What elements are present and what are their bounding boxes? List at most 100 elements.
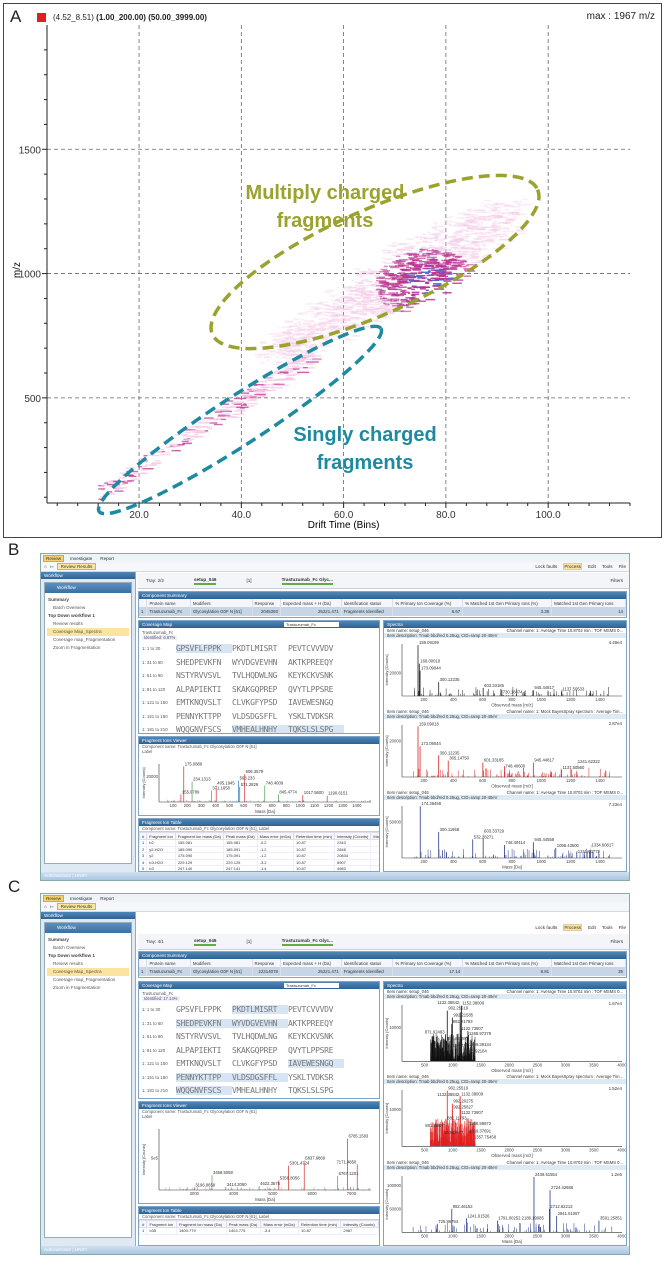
column-header[interactable]: Response <box>252 599 281 607</box>
tray-label[interactable]: Tray: 2/2 <box>146 578 164 583</box>
column-header[interactable]: Peak mass (Da) <box>225 1220 262 1228</box>
review-results-dropdown[interactable]: Review Results <box>56 903 97 910</box>
column-header[interactable]: Protein name <box>146 959 191 967</box>
toolbar-button-edit[interactable]: Edit <box>587 925 596 930</box>
sidebar-item[interactable]: Review results <box>53 961 83 966</box>
sequence-block[interactable]: PEVTCVVVDV <box>288 1005 334 1015</box>
column-header[interactable]: Fragment ion <box>146 1220 177 1228</box>
column-header[interactable]: Protein name <box>146 599 191 607</box>
sequence-block[interactable]: NSTYRVVSVL <box>176 671 222 681</box>
sequence-block[interactable]: QVYTLPPSRE <box>288 1045 334 1055</box>
toolbar-button-lock-faults[interactable]: Lock faults <box>535 564 558 569</box>
sequence-block[interactable]: VLDSDGSFFL <box>232 1072 288 1082</box>
column-header[interactable]: % Primary Ion Coverage (%) <box>392 959 464 967</box>
sequence-block[interactable]: EMTKNQVSLT <box>176 698 222 708</box>
column-header[interactable]: % Matched 1st Gen Primary Ions (%) <box>462 959 553 967</box>
sidebar-item[interactable]: Review results <box>53 621 83 626</box>
sequence-block[interactable]: WQQGNVFSCS <box>176 725 222 734</box>
sequence-block[interactable]: PENNYKTTPP <box>176 1072 232 1082</box>
sequence-block[interactable]: YSKLTVDKSR <box>288 711 334 721</box>
column-header[interactable]: Peak mass (Da) <box>222 832 258 840</box>
column-header[interactable]: Mass error (mDa) <box>260 1220 300 1228</box>
sequence-block[interactable]: YSKLTVDKSR <box>288 1072 334 1082</box>
sidebar-item[interactable]: Summary <box>48 597 69 602</box>
ribbon-tab-report[interactable]: Report <box>100 895 115 901</box>
sequence-block[interactable]: PEVTCVVVDV <box>288 644 334 654</box>
component-item[interactable]: Trastuzumab_Fc Glyc... <box>281 938 333 946</box>
toolbar-button-process[interactable]: Process <box>563 924 582 931</box>
tray-label[interactable]: Tray: 4/1 <box>146 939 164 944</box>
review-results-dropdown[interactable]: Review Results <box>56 563 97 570</box>
sidebar-item[interactable]: Batch Overview <box>53 945 86 950</box>
sequence-block[interactable]: CLVKGFYPSD <box>232 698 278 708</box>
column-header[interactable]: Matched 1st Gen Primary Ions <box>551 959 626 967</box>
sequence-block[interactable]: CLVKGFYPSD <box>232 1059 278 1069</box>
sequence-block[interactable]: QVYTLPPSRE <box>288 684 334 694</box>
toolbar-button-lock-faults[interactable]: Lock faults <box>535 925 558 930</box>
sequence-block[interactable]: IAVEWESNGQ <box>288 698 334 708</box>
setup-item[interactable]: setup_046 <box>193 577 217 585</box>
sequence-block[interactable]: AKTKPREEQY <box>288 657 334 667</box>
sequence-block[interactable]: GPSVFLFPPK <box>176 644 232 654</box>
column-header[interactable]: Modifiers <box>190 599 253 607</box>
sequence-block[interactable]: TQKSLSLSPG <box>288 1086 334 1096</box>
table-row[interactable]: 1 Trastuzumab_Fc Glycosylation G0F N [61] 2… <box>139 607 626 616</box>
back-icon[interactable]: ⇦ <box>49 903 54 909</box>
sequence-block[interactable]: EMTKNQVSLT <box>176 1059 222 1069</box>
column-header[interactable]: Fragment ion <box>146 832 176 840</box>
sidebar-item[interactable]: Coverage map_Fragmentation <box>53 977 116 982</box>
column-header[interactable]: % Matched 1st Gen Primary Ions (%) <box>462 599 553 607</box>
sequence-block[interactable]: PKDTLMISRT <box>232 1005 288 1015</box>
column-header[interactable]: Mass error (mDa) <box>256 832 294 840</box>
column-header[interactable]: Fragment ion mass (Da) <box>174 832 224 840</box>
table-row[interactable]: 1 Trastuzumab_Fc Glycosylation G0F N [61] 2… <box>139 967 626 976</box>
sequence-block[interactable]: IAVEWESNGQ <box>288 1059 344 1069</box>
component-item[interactable]: Trastuzumab_Fc Glyc... <box>281 577 333 585</box>
back-icon[interactable]: ⇦ <box>49 563 54 569</box>
sequence-block[interactable]: AKTKPREEQY <box>288 1018 334 1028</box>
sequence-block[interactable]: ALPAPIEKTI <box>176 1045 222 1055</box>
home-icon[interactable]: ⌂ <box>44 564 47 569</box>
column-header[interactable]: Matched 1st Gen Primary Ions <box>551 599 626 607</box>
column-header[interactable]: Intensity (Counts) <box>340 1220 379 1228</box>
sidebar-item[interactable]: Zoom in Fragmentation <box>53 985 101 990</box>
sequence-block[interactable]: SHEDPEVKFN <box>176 657 222 667</box>
column-header[interactable]: Identification status <box>341 599 394 607</box>
page-indicator[interactable]: [1] <box>246 578 252 583</box>
sequence-block[interactable]: NSTYRVVSVL <box>176 1032 222 1042</box>
sidebar-item[interactable]: Batch Overview <box>53 605 86 610</box>
protein-select[interactable]: Trastuzumab_Fc <box>284 983 339 988</box>
sequence-block[interactable]: VMHEALHNHY <box>232 725 288 733</box>
toolbar-button-file[interactable]: File <box>618 564 626 569</box>
sequence-block[interactable]: PKDTLMISRT <box>232 644 278 654</box>
sequence-block[interactable]: TVLHQDWLNG <box>232 1032 278 1042</box>
filters-button[interactable]: Filters <box>610 578 623 583</box>
column-header[interactable]: Retention time (min) <box>292 832 335 840</box>
column-header[interactable]: # <box>139 832 148 840</box>
column-header[interactable]: Expected mass + H (Da) <box>280 959 342 967</box>
sequence-block[interactable]: SKAKGQPREP <box>232 1045 278 1055</box>
column-header[interactable]: # <box>139 1220 148 1228</box>
toolbar-button-tools[interactable]: Tools <box>601 925 613 930</box>
sequence-block[interactable]: VMHEALHNHY <box>232 1086 278 1096</box>
sidebar-item[interactable]: Summary <box>48 937 69 942</box>
sequence-block[interactable]: TQKSLSLSPG <box>288 725 344 733</box>
sidebar-item[interactable]: Coverage Map_Spectra <box>47 628 129 636</box>
sidebar-item[interactable]: Top Down workflow 1 <box>48 953 95 958</box>
toolbar-button-file[interactable]: File <box>618 925 626 930</box>
protein-select[interactable]: Trastuzumab_Fc <box>284 622 339 627</box>
sequence-block[interactable]: ALPAPIEKTI <box>176 684 222 694</box>
sequence-block[interactable]: WYVDGVEVHN <box>232 657 278 667</box>
column-header[interactable]: Fragment ion mass (Da) <box>175 1220 227 1228</box>
sequence-block[interactable]: VLDSDGSFFL <box>232 711 278 721</box>
sequence-block[interactable]: WYVDGVEVHN <box>232 1018 288 1028</box>
column-header[interactable] <box>139 599 148 607</box>
column-header[interactable] <box>139 959 148 967</box>
table-row[interactable]: 1 b35 1403.779 1403.775 -3.4 10.87 2987 <box>139 1227 379 1235</box>
column-header[interactable]: % Primary Ion Coverage (%) <box>392 599 464 607</box>
sidebar-item[interactable]: Coverage map_Fragmentation <box>53 637 116 642</box>
column-header[interactable]: Expected mass + H (Da) <box>280 599 342 607</box>
